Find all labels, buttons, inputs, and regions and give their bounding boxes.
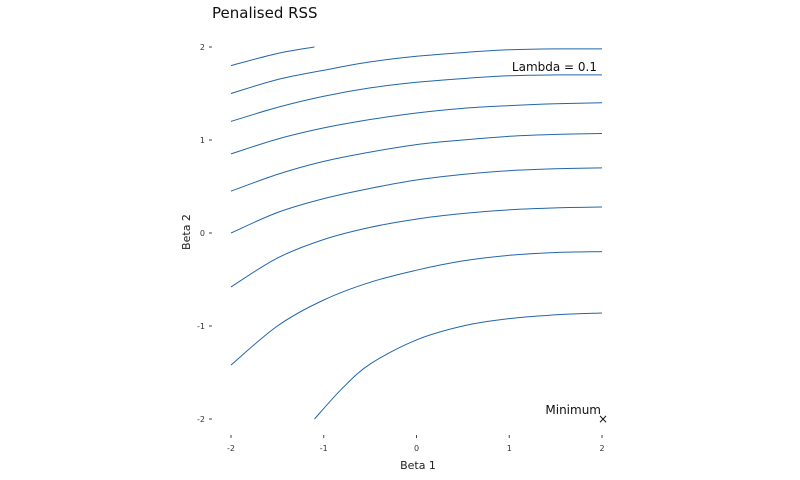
x-tick-label: -2 [227, 444, 235, 453]
contour-line-4 [230, 102, 603, 155]
y-tick-label: 2 [200, 43, 205, 52]
x-tick-label: 1 [507, 444, 512, 453]
contour-line-7 [230, 206, 603, 288]
x-axis-ticks: -2 -1 0 1 2 [227, 435, 605, 453]
y-tick-label: -2 [197, 415, 205, 424]
contour-line-3 [230, 74, 603, 122]
x-tick-label: 2 [599, 444, 604, 453]
x-tick-label: -1 [320, 444, 328, 453]
contour-line-5 [230, 133, 603, 192]
x-axis-label: Beta 1 [400, 459, 436, 472]
y-tick-label: -1 [197, 322, 205, 331]
contour-line-6 [230, 167, 603, 234]
chart-title: Penalised RSS [212, 4, 318, 22]
contour-lines [230, 46, 603, 420]
y-tick-label: 0 [200, 229, 205, 238]
minimum-annotation: Minimum [545, 403, 601, 417]
contour-line-2 [230, 48, 603, 94]
contour-line-9 [314, 312, 603, 420]
lambda-annotation: Lambda = 0.1 [512, 60, 597, 74]
y-tick-label: 1 [200, 136, 205, 145]
x-tick-label: 0 [414, 444, 419, 453]
contour-line-1 [230, 46, 315, 67]
y-axis-ticks: -2 -1 0 1 2 [197, 43, 212, 424]
contour-line-8 [230, 251, 603, 366]
minimum-marker: × [598, 412, 608, 426]
y-axis-label: Beta 2 [180, 214, 193, 250]
